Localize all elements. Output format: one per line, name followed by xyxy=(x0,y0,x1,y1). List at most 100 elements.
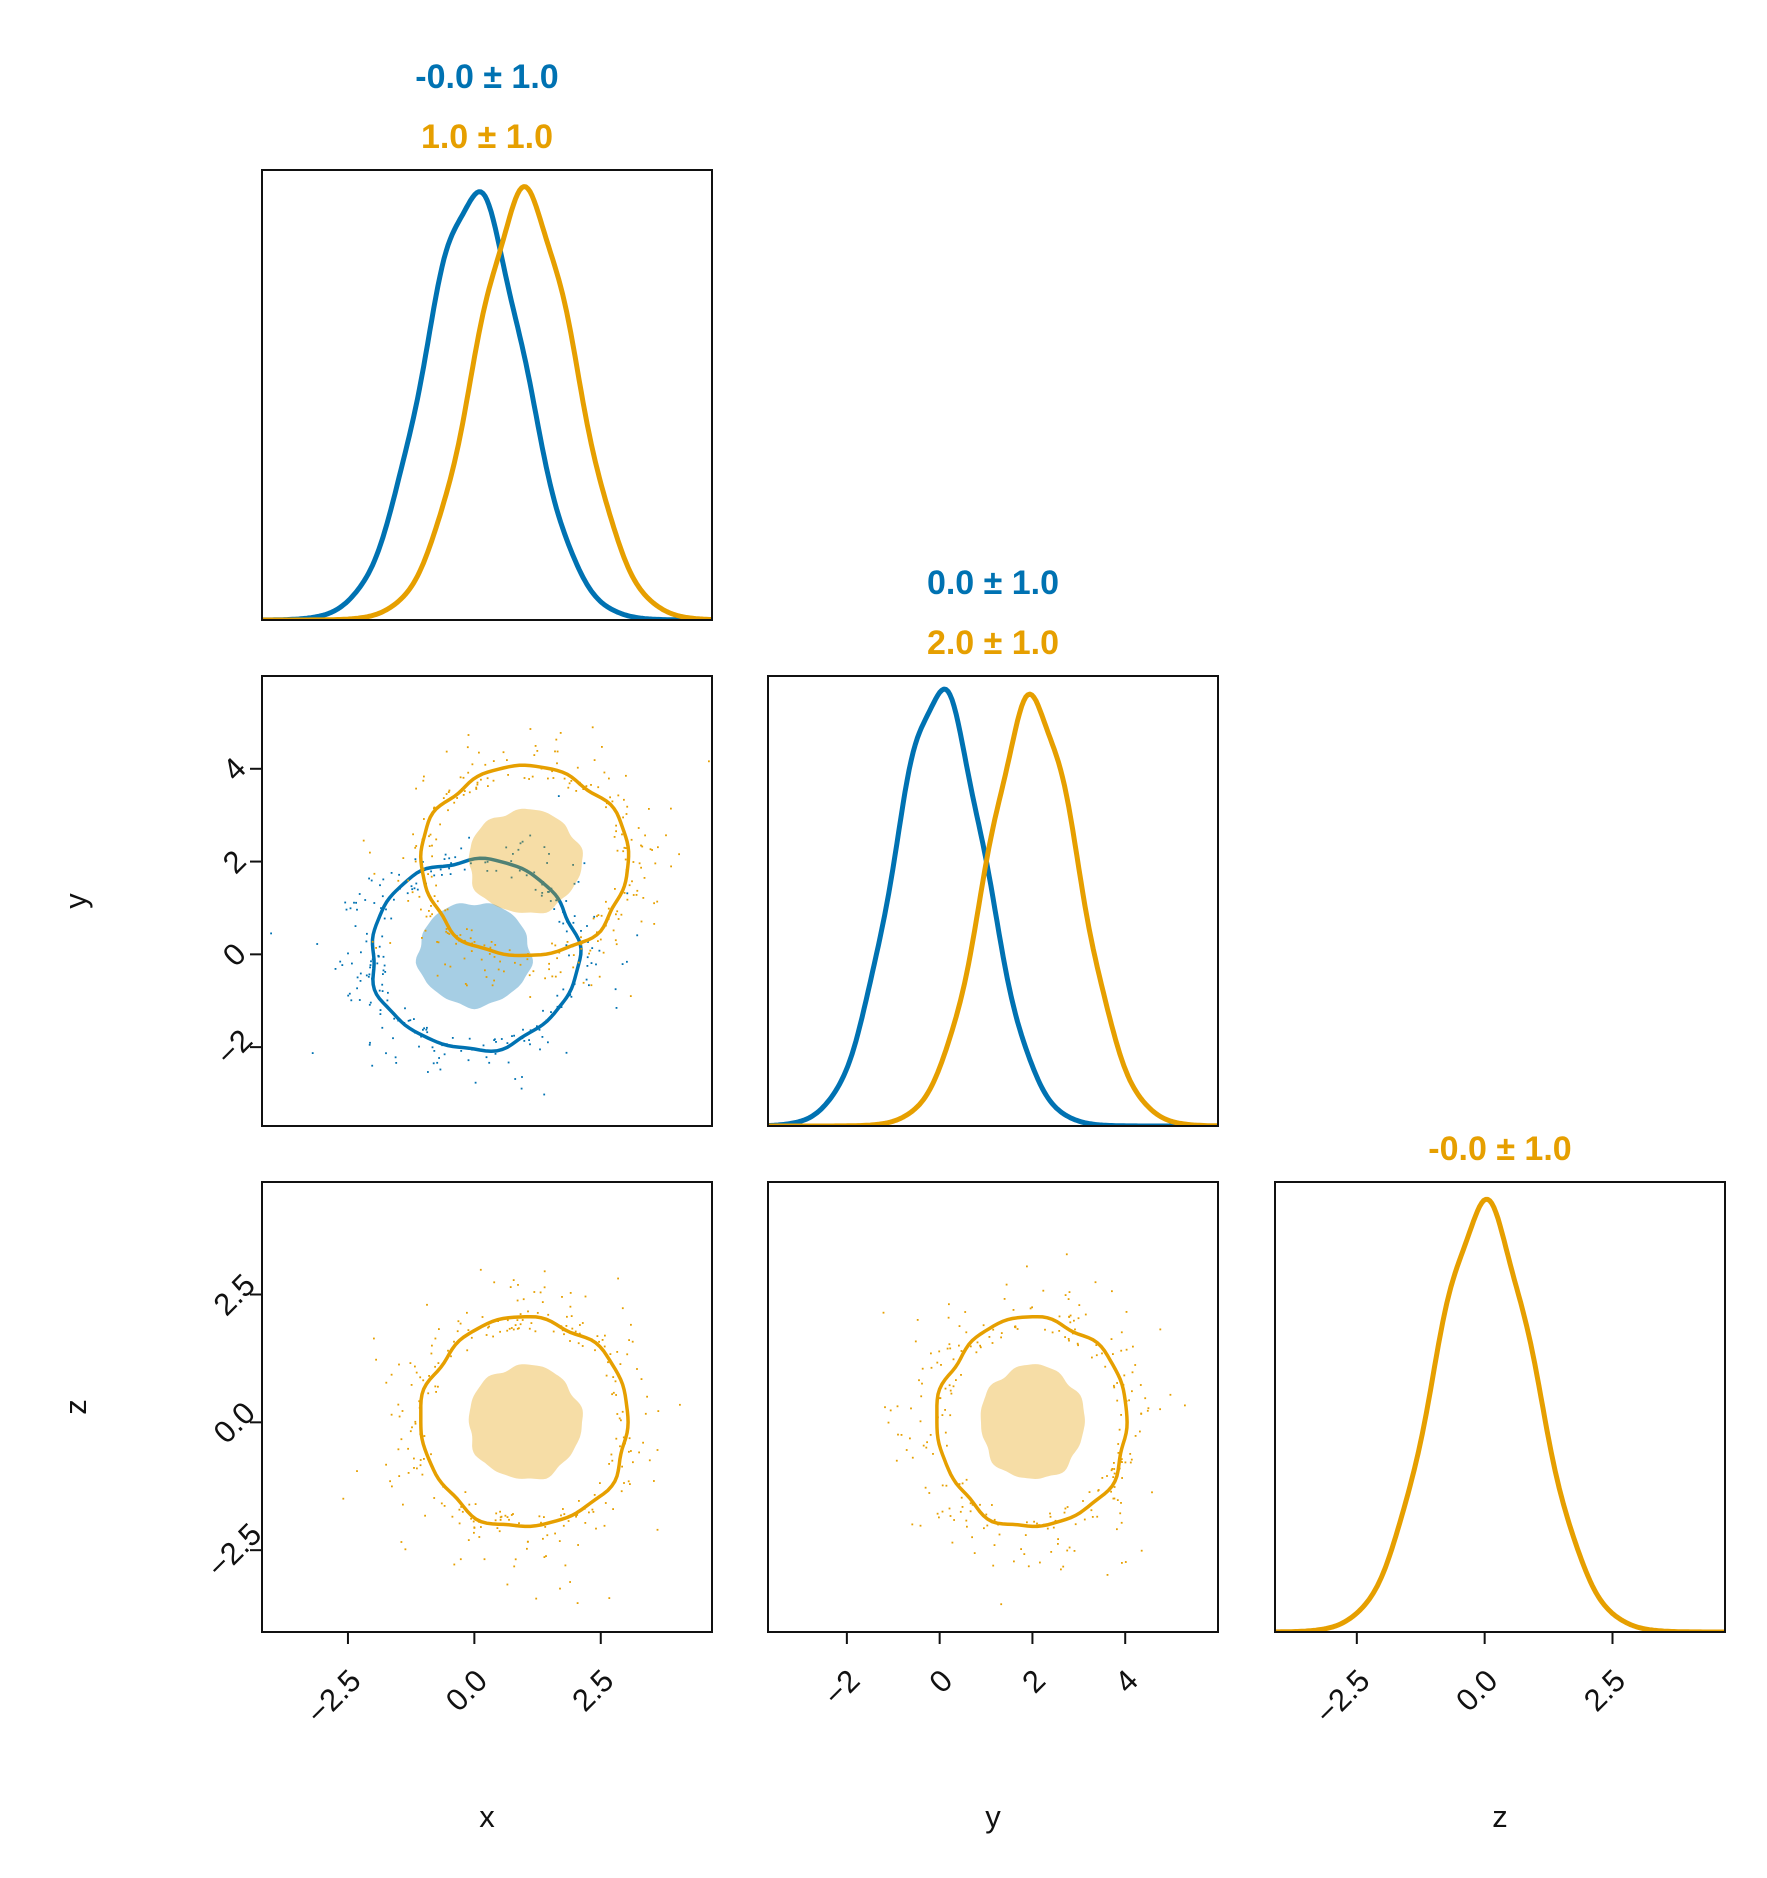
scatter-point xyxy=(590,784,592,786)
scatter-point xyxy=(495,869,498,872)
scatter-point xyxy=(577,961,580,964)
scatter-point xyxy=(430,1352,433,1355)
panel-title-x-series-2: 1.0 ± 1.0 xyxy=(421,118,553,156)
contour-fill-inner-series-2 xyxy=(980,1364,1085,1479)
scatter-point xyxy=(921,1367,924,1370)
scatter-point xyxy=(1121,1562,1123,1564)
scatter-point xyxy=(590,962,593,964)
scatter-point xyxy=(575,1515,577,1518)
scatter-point xyxy=(644,834,646,837)
scatter-point xyxy=(541,892,544,894)
scatter-point xyxy=(370,879,373,882)
scatter-point xyxy=(1050,1551,1053,1553)
scatter-point xyxy=(402,1503,404,1506)
scatter-point xyxy=(1159,1328,1162,1331)
scatter-point xyxy=(571,1327,574,1330)
scatter-point xyxy=(604,1502,607,1504)
scatter-point xyxy=(445,930,448,933)
scatter-point xyxy=(559,732,562,734)
scatter-point xyxy=(396,1149,398,1151)
scatter-point xyxy=(1134,1435,1137,1437)
scatter-point xyxy=(623,798,625,801)
scatter-point xyxy=(555,899,558,902)
scatter-point xyxy=(651,849,653,851)
scatter-point xyxy=(566,941,569,943)
scatter-point xyxy=(1090,1509,1093,1512)
density-curve-y-series-1 xyxy=(768,686,1218,1126)
scatter-point xyxy=(446,908,449,911)
scatter-point xyxy=(948,1384,951,1387)
scatter-point xyxy=(453,801,456,804)
scatter-point xyxy=(960,1374,962,1376)
scatter-point xyxy=(1068,1315,1070,1318)
scatter-point xyxy=(485,976,488,978)
scatter-point xyxy=(556,957,558,960)
density-curve-x-series-1 xyxy=(262,189,712,620)
scatter-point xyxy=(583,862,586,865)
scatter-point xyxy=(580,930,582,932)
scatter-point xyxy=(490,941,493,943)
contour-fill-inner-series-1 xyxy=(415,903,533,1010)
scatter-point xyxy=(381,935,384,938)
scatter-point xyxy=(593,1494,596,1496)
scatter-point xyxy=(483,944,486,947)
scatter-point xyxy=(1069,1321,1072,1324)
scatter-point xyxy=(1074,1523,1077,1526)
scatter-point xyxy=(479,1268,482,1271)
scatter-point xyxy=(616,1351,619,1353)
scatter-point xyxy=(431,1344,433,1347)
scatter-point xyxy=(1116,1499,1119,1501)
scatter-point xyxy=(546,862,548,864)
scatter-point xyxy=(413,1467,415,1469)
scatter-point xyxy=(614,1380,617,1383)
scatter-point xyxy=(545,1555,547,1557)
scatter-point xyxy=(369,966,371,969)
scatter-point xyxy=(433,807,435,810)
scatter-point xyxy=(379,1009,382,1011)
scatter-point xyxy=(470,1336,473,1339)
scatter-point xyxy=(657,846,659,849)
scatter-point xyxy=(561,1296,563,1298)
scatter-point xyxy=(344,901,347,904)
scatter-point xyxy=(557,795,560,797)
scatter-point xyxy=(534,745,537,747)
scatter-point xyxy=(1112,1497,1115,1500)
scatter-point xyxy=(476,783,479,786)
scatter-point xyxy=(615,824,617,827)
scatter-point xyxy=(573,915,576,917)
scatter-point xyxy=(444,853,447,856)
scatter-point xyxy=(584,1295,587,1298)
scatter-point xyxy=(443,858,446,860)
scatter-point xyxy=(966,1525,968,1528)
scatter-point xyxy=(427,873,429,875)
contour-line-outer-series-1 xyxy=(370,856,583,1054)
scatter-point xyxy=(1113,1386,1116,1389)
scatter-point xyxy=(379,884,381,887)
scatter-point xyxy=(1091,1516,1094,1518)
scatter-point xyxy=(592,917,595,920)
scatter-point xyxy=(1076,1342,1079,1345)
scatter-point xyxy=(542,1009,544,1012)
scatter-point xyxy=(608,1597,611,1599)
scatter-point xyxy=(540,894,543,897)
scatter-point xyxy=(393,898,395,901)
scatter-point xyxy=(626,960,628,963)
scatter-point xyxy=(969,1502,972,1505)
scatter-point xyxy=(607,1361,609,1364)
scatter-point xyxy=(373,1337,375,1340)
scatter-point xyxy=(413,1018,415,1020)
scatter-point xyxy=(952,1385,955,1388)
scatter-point xyxy=(944,1387,947,1390)
scatter-point xyxy=(563,1333,565,1336)
scatter-point xyxy=(588,1511,590,1514)
scatter-point xyxy=(478,1536,481,1538)
scatter-point xyxy=(472,1520,475,1523)
scatter-point xyxy=(488,1061,491,1064)
scatter-point xyxy=(614,888,616,890)
scatter-point xyxy=(434,1385,437,1388)
panel-frame-z-vs-x xyxy=(261,1181,713,1633)
scatter-point xyxy=(1113,1468,1116,1470)
scatter-point xyxy=(622,1436,625,1439)
scatter-point xyxy=(1046,1527,1049,1530)
scatter-point xyxy=(584,1522,587,1524)
